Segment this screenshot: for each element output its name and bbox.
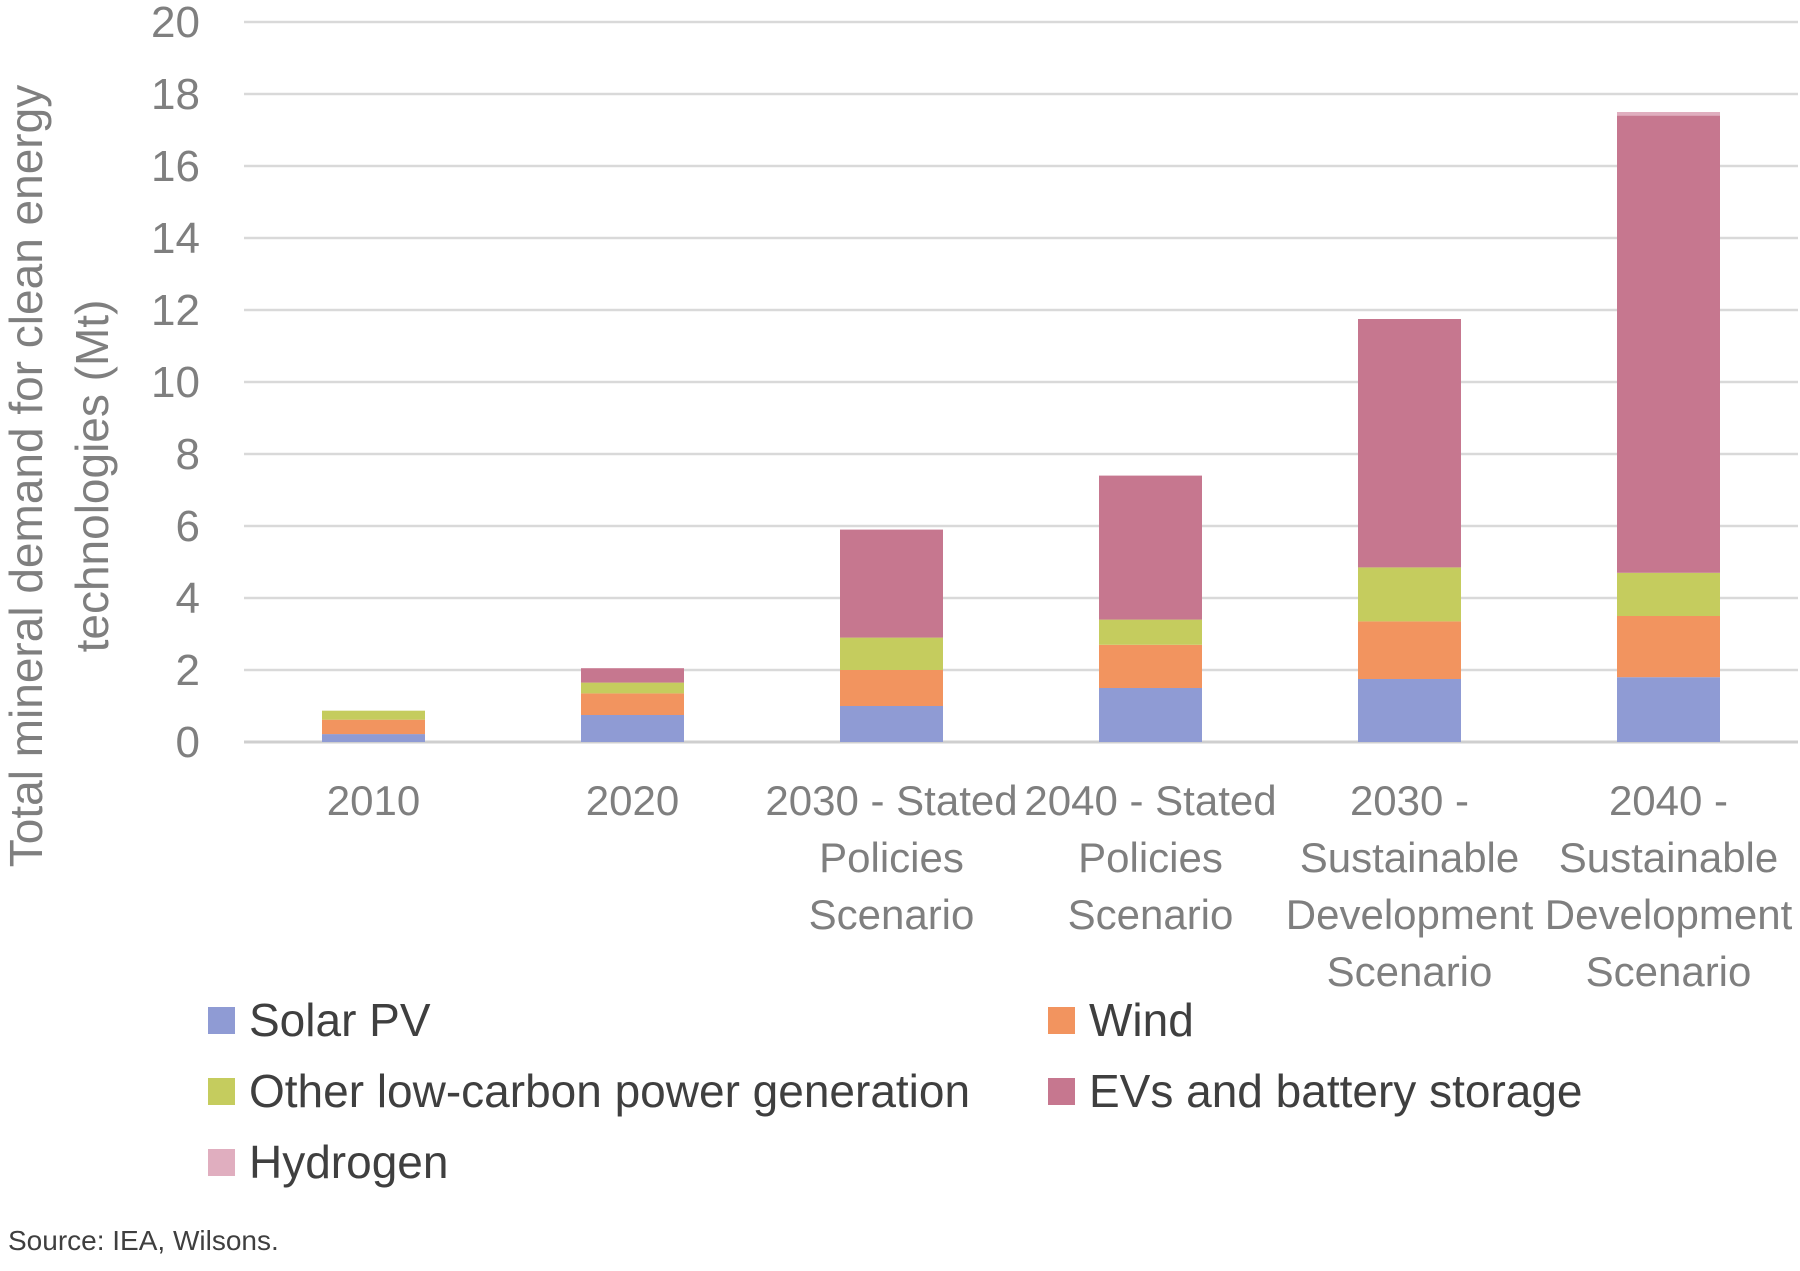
bar-segment: [581, 715, 684, 742]
y-tick-label: 12: [151, 286, 200, 335]
x-tick-label: Scenario: [1068, 891, 1234, 938]
y-tick-label: 0: [176, 718, 200, 767]
legend-swatch-solar-pv: [208, 1006, 235, 1034]
x-tick-label: Scenario: [1586, 948, 1752, 995]
bar-segment: [1617, 616, 1720, 678]
legend-item-hydrogen: Hydrogen: [208, 1135, 448, 1189]
bar-segment: [840, 637, 943, 670]
x-tick-label: 2040 -: [1609, 777, 1728, 824]
bar-segment: [322, 719, 425, 735]
bar-segment: [1617, 115, 1720, 573]
bar-segment: [1358, 679, 1461, 742]
legend-label-evs-battery: EVs and battery storage: [1089, 1065, 1583, 1117]
bar-segment: [1358, 567, 1461, 622]
bar-segment: [1099, 475, 1202, 620]
legend-swatch-evs-battery: [1048, 1077, 1075, 1105]
legend-item-solar-pv: Solar PV: [208, 993, 431, 1047]
y-tick-label: 8: [176, 430, 200, 479]
x-tick-label: 2010: [327, 777, 420, 824]
legend-item-wind: Wind: [1048, 993, 1194, 1047]
y-tick-label: 10: [151, 358, 200, 407]
bar-segment: [1617, 677, 1720, 742]
legend-label-wind: Wind: [1089, 994, 1194, 1046]
x-tick-label: Sustainable: [1300, 834, 1520, 881]
legend-item-evs-battery: EVs and battery storage: [1048, 1064, 1583, 1118]
legend-item-other-low-carbon: Other low-carbon power generation: [208, 1064, 970, 1118]
x-tick-label: Policies: [1078, 834, 1223, 881]
y-axis-title-line: Total mineral demand for clean energy: [0, 85, 52, 867]
bar-segment: [1358, 319, 1461, 568]
x-tick-label: 2030 - Stated: [765, 777, 1017, 824]
x-tick-label: 2030 -: [1350, 777, 1469, 824]
bar-segment: [1099, 619, 1202, 645]
bar-segment: [322, 710, 425, 720]
y-tick-label: 20: [151, 0, 200, 47]
x-tick-label: Scenario: [1327, 948, 1493, 995]
x-tick-label: Policies: [819, 834, 964, 881]
y-tick-label: 18: [151, 70, 200, 119]
bar-segment: [840, 670, 943, 706]
legend-swatch-other-low-carbon: [208, 1077, 235, 1105]
bar-segment: [1099, 644, 1202, 688]
bar-segment: [1358, 621, 1461, 679]
x-tick-label: 2040 - Stated: [1024, 777, 1276, 824]
y-tick-label: 14: [151, 214, 200, 263]
bar-segment: [581, 693, 684, 715]
bar-segment: [840, 706, 943, 742]
legend-label-solar-pv: Solar PV: [249, 994, 431, 1046]
chart-legend: Solar PV Wind Other low-carbon power gen…: [208, 993, 1708, 1213]
source-note: Source: IEA, Wilsons.: [8, 1225, 279, 1256]
legend-label-other-low-carbon: Other low-carbon power generation: [249, 1065, 971, 1117]
y-tick-label: 4: [176, 574, 200, 623]
bar-segment: [322, 734, 425, 742]
x-tick-label: Development: [1286, 891, 1534, 938]
x-tick-label: Scenario: [809, 891, 975, 938]
bar-segment: [1099, 688, 1202, 742]
bar-segment: [1617, 112, 1720, 116]
x-tick-label: Sustainable: [1559, 834, 1779, 881]
y-tick-label: 6: [176, 502, 200, 551]
legend-label-hydrogen: Hydrogen: [249, 1136, 449, 1188]
legend-swatch-wind: [1048, 1006, 1075, 1034]
legend-swatch-hydrogen: [208, 1148, 235, 1176]
bar-segment: [581, 668, 684, 683]
y-axis-title-line: technologies (Mt): [66, 300, 118, 653]
x-tick-label: 2020: [586, 777, 679, 824]
bar-segment: [581, 682, 684, 694]
y-tick-label: 2: [176, 646, 200, 695]
x-tick-label: Development: [1545, 891, 1793, 938]
y-tick-label: 16: [151, 142, 200, 191]
bar-segment: [1617, 572, 1720, 616]
bar-segment: [840, 529, 943, 638]
